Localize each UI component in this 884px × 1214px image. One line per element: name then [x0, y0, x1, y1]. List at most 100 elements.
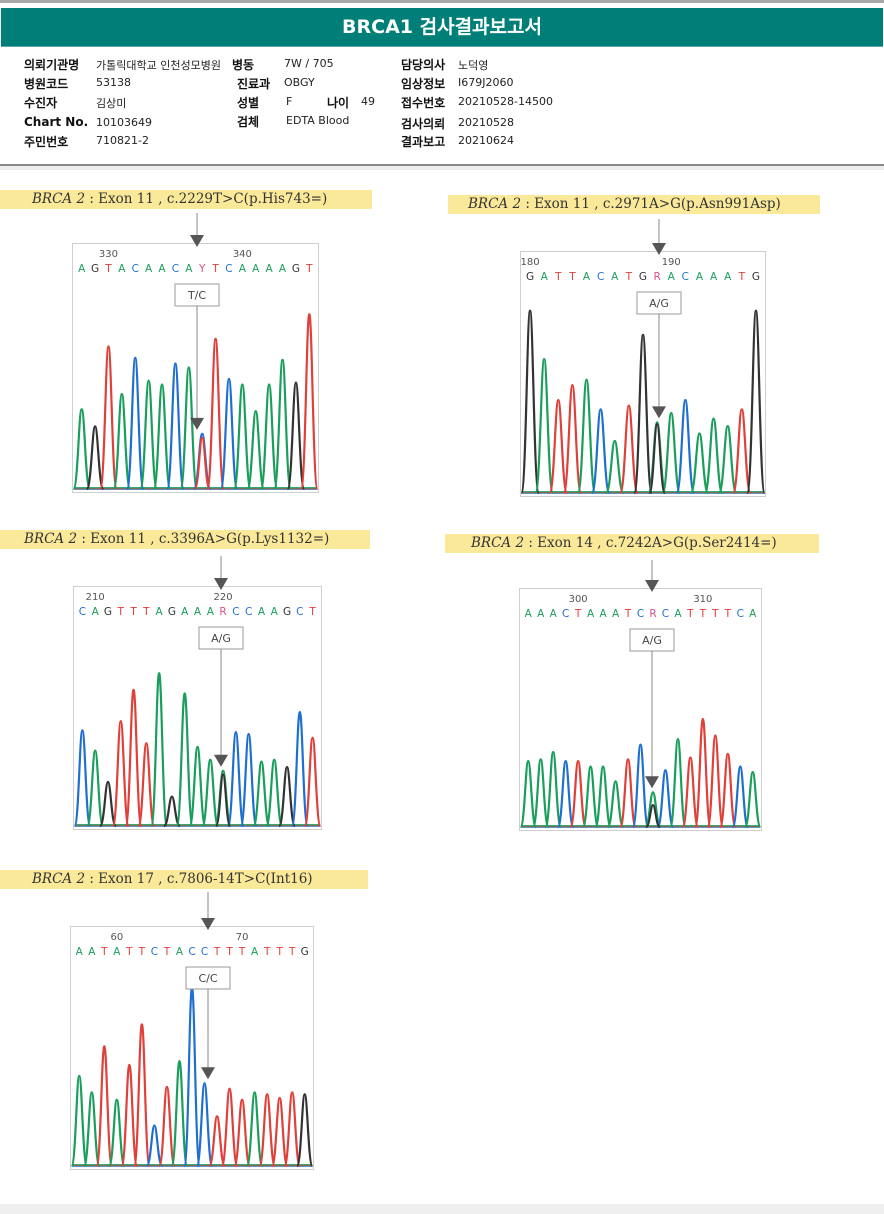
base-call: A — [252, 263, 260, 275]
base-call: G — [91, 263, 99, 275]
gene-name: BRCA 2 — [32, 871, 86, 887]
trace-peak — [633, 333, 653, 495]
variant-description: : Exon 14 , c.7242A>G(p.Ser2414=) — [528, 535, 777, 551]
trace-peak — [531, 758, 550, 829]
base-call: T — [238, 946, 246, 958]
trace-peak — [72, 408, 92, 491]
base-call: G — [526, 271, 534, 283]
genotype-label: C/C — [198, 972, 217, 985]
position-label: 330 — [99, 249, 118, 260]
trace-peak — [644, 791, 662, 829]
base-call: T — [624, 608, 632, 620]
chromatogram-svg: 60 70A A T A T T C T A C C T T T A T T T GC/C — [70, 892, 314, 1170]
resident-no-label: 주민번호 — [24, 135, 69, 149]
clinical-info-label: 임상정보 — [401, 77, 446, 91]
trace-peak — [562, 384, 583, 495]
position-label: 70 — [236, 932, 249, 943]
position-label: 310 — [693, 594, 712, 605]
base-call: G — [301, 946, 309, 958]
trace-peak — [283, 1091, 302, 1168]
trace-peak — [295, 1093, 314, 1168]
trace-peak — [619, 758, 637, 829]
trace-peak — [520, 309, 540, 495]
base-call: G — [639, 271, 647, 283]
trace-peak — [548, 398, 569, 495]
trace-peak — [265, 758, 284, 828]
test-request-label: 검사의뢰 — [401, 117, 446, 131]
trace-peak — [162, 795, 181, 828]
trace-peak — [201, 758, 220, 828]
trace-peak — [206, 337, 225, 491]
variant-label-1: BRCA 2 : Exon 11 , c.2229T>C(p.His743=) — [0, 190, 372, 209]
base-call: C — [172, 263, 179, 275]
test-request-value: 20210528 — [458, 116, 514, 129]
trace-peak — [179, 366, 199, 491]
base-call: A — [749, 608, 757, 620]
trace-peak — [195, 1082, 214, 1168]
report-title: BRCA1 검사결과보고서 — [1, 8, 883, 47]
pointer-arrow-icon — [214, 578, 228, 590]
trace-peak — [731, 765, 750, 829]
specimen-label: 검체 — [237, 115, 260, 129]
trace-peak — [226, 731, 245, 828]
secondary-peak — [215, 773, 232, 827]
trace-peak — [631, 743, 650, 829]
base-call: A — [266, 263, 274, 275]
variant-description: : Exon 17 , c.7806-14T>C(Int16) — [89, 871, 313, 887]
trace-peak — [273, 358, 292, 491]
base-call: T — [288, 946, 296, 958]
trace-peak — [703, 417, 724, 495]
hospital-code-label: 병원코드 — [24, 77, 69, 91]
trace-peak — [544, 750, 563, 829]
base-call: A — [145, 263, 153, 275]
trace-peak — [604, 439, 625, 495]
trace-peak — [246, 409, 266, 491]
clinical-info-value: I679J2060 — [458, 76, 514, 89]
trace-peak — [107, 1098, 126, 1168]
base-call: T — [117, 606, 125, 618]
variant-description: : Exon 11 , c.2971A>G(p.Asn991Asp) — [525, 196, 781, 212]
base-call: C — [132, 263, 139, 275]
base-call: C — [188, 946, 195, 958]
base-call: A — [599, 608, 607, 620]
base-call: G — [168, 606, 176, 618]
trace-peak — [746, 309, 766, 495]
position-label: 180 — [521, 257, 540, 268]
variant-label-5: BRCA 2 : Exon 17 , c.7806-14T>C(Int16) — [0, 870, 368, 889]
trace-peak — [95, 1045, 114, 1168]
trace-peak — [175, 692, 194, 828]
sex-value: F — [286, 95, 293, 108]
base-call: A — [158, 263, 166, 275]
secondary-peak — [648, 423, 666, 494]
result-report-label: 결과보고 — [401, 135, 446, 149]
trace-peak — [152, 383, 172, 491]
receipt-no-value: 20210528-14500 — [458, 95, 553, 108]
base-call: T — [724, 608, 732, 620]
page-bottom-bar — [0, 1204, 884, 1214]
chart-frame — [520, 251, 766, 497]
patient-label: 수진자 — [24, 96, 58, 110]
base-call: C — [232, 606, 239, 618]
base-call: C — [225, 263, 232, 275]
base-call: T — [699, 608, 707, 620]
trace-peak — [278, 766, 297, 828]
trace-peak — [124, 688, 143, 828]
pointer-arrow-icon — [652, 243, 666, 255]
base-call: T — [686, 608, 694, 620]
trace-peak — [125, 356, 145, 491]
peak-arrow-icon — [201, 1067, 215, 1080]
trace-peak — [581, 765, 600, 829]
base-call: A — [113, 946, 121, 958]
trace-peak — [286, 381, 306, 491]
base-call: C — [682, 271, 689, 283]
genotype-label: A/G — [649, 297, 669, 310]
base-call: T — [625, 271, 633, 283]
base-call: A — [550, 608, 558, 620]
base-call: A — [78, 263, 86, 275]
institution-value: 가톨릭대학교 인천성모병원 — [96, 59, 221, 72]
hospital-code-value: 53138 — [96, 76, 131, 89]
base-call: A — [612, 608, 620, 620]
trace-peak — [86, 749, 105, 828]
